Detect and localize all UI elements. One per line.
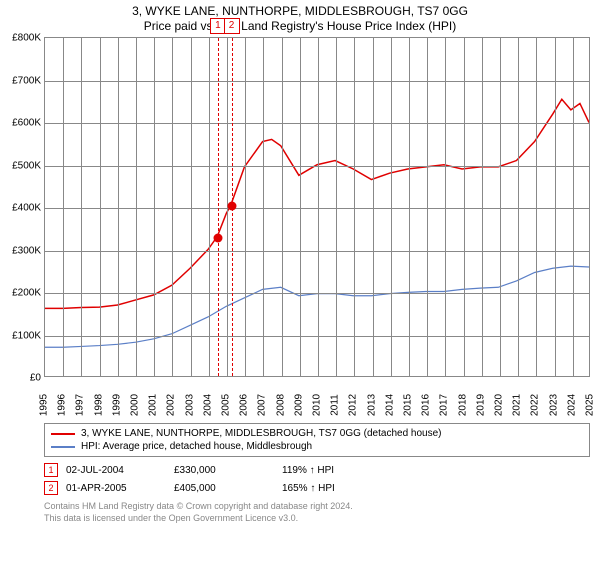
x-tick-label: 1999: [111, 394, 122, 416]
attribution: Contains HM Land Registry data © Crown c…: [44, 501, 590, 524]
x-tick-label: 2001: [148, 394, 159, 416]
x-tick-label: 1998: [93, 394, 104, 416]
series-line-price_paid: [45, 99, 589, 308]
x-tick-label: 2018: [457, 394, 468, 416]
chart-title-line2: Price paid vs. HM Land Registry's House …: [0, 19, 600, 33]
y-tick-label: £100K: [12, 330, 45, 341]
x-tick-label: 1997: [75, 394, 86, 416]
x-tick-label: 2021: [512, 394, 523, 416]
chart-title-line1: 3, WYKE LANE, NUNTHORPE, MIDDLESBROUGH, …: [0, 4, 600, 18]
x-tick-label: 2025: [585, 394, 596, 416]
annotation-pct: 119% ↑ HPI: [282, 465, 382, 476]
y-tick-label: £0: [30, 373, 45, 384]
x-tick-label: 1996: [57, 394, 68, 416]
x-tick-label: 2020: [494, 394, 505, 416]
attribution-line: This data is licensed under the Open Gov…: [44, 513, 590, 525]
y-tick-label: £600K: [12, 118, 45, 129]
x-tick-label: 2008: [275, 394, 286, 416]
y-tick-label: £800K: [12, 33, 45, 44]
x-tick-label: 2007: [257, 394, 268, 416]
annotation-date: 01-APR-2005: [66, 483, 166, 494]
x-tick-label: 1995: [39, 394, 50, 416]
legend-item: HPI: Average price, detached house, Midd…: [51, 440, 583, 453]
annotation-table: 1 02-JUL-2004 £330,000 119% ↑ HPI 2 01-A…: [44, 461, 590, 497]
x-tick-label: 2016: [421, 394, 432, 416]
y-tick-label: £700K: [12, 75, 45, 86]
y-tick-label: £200K: [12, 288, 45, 299]
x-tick-label: 2013: [366, 394, 377, 416]
x-tick-label: 2009: [293, 394, 304, 416]
attribution-line: Contains HM Land Registry data © Crown c…: [44, 501, 590, 513]
annotation-index-box: 1: [44, 463, 58, 477]
legend-label: HPI: Average price, detached house, Midd…: [81, 441, 312, 452]
x-tick-label: 2022: [530, 394, 541, 416]
x-tick-label: 2005: [221, 394, 232, 416]
x-tick-label: 2010: [312, 394, 323, 416]
chart-container: 3, WYKE LANE, NUNTHORPE, MIDDLESBROUGH, …: [0, 4, 600, 564]
annotation-pct: 165% ↑ HPI: [282, 483, 382, 494]
y-tick-label: £400K: [12, 203, 45, 214]
annotation-date: 02-JUL-2004: [66, 465, 166, 476]
y-tick-label: £300K: [12, 245, 45, 256]
x-tick-label: 2023: [548, 394, 559, 416]
annotation-marker-box: 2: [224, 18, 240, 34]
annotation-price: £330,000: [174, 465, 274, 476]
y-tick-label: £500K: [12, 160, 45, 171]
x-tick-label: 2000: [130, 394, 141, 416]
x-axis-labels: 1995199619971998199920002001200220032004…: [44, 377, 590, 417]
legend-label: 3, WYKE LANE, NUNTHORPE, MIDDLESBROUGH, …: [81, 428, 441, 439]
annotation-index-box: 2: [44, 481, 58, 495]
x-tick-label: 2015: [403, 394, 414, 416]
annotation-row: 2 01-APR-2005 £405,000 165% ↑ HPI: [44, 479, 590, 497]
x-tick-label: 2012: [348, 394, 359, 416]
data-marker: [213, 233, 222, 242]
legend-swatch: [51, 446, 75, 448]
x-tick-label: 2004: [202, 394, 213, 416]
x-tick-label: 2014: [384, 394, 395, 416]
x-tick-label: 2006: [239, 394, 250, 416]
x-tick-label: 2002: [166, 394, 177, 416]
x-tick-label: 2017: [439, 394, 450, 416]
x-tick-label: 2024: [566, 394, 577, 416]
legend-swatch: [51, 433, 75, 435]
plot-area: £0£100K£200K£300K£400K£500K£600K£700K£80…: [44, 37, 590, 377]
legend: 3, WYKE LANE, NUNTHORPE, MIDDLESBROUGH, …: [44, 423, 590, 457]
x-tick-label: 2019: [475, 394, 486, 416]
annotation-price: £405,000: [174, 483, 274, 494]
x-tick-label: 2011: [330, 394, 341, 416]
x-tick-label: 2003: [184, 394, 195, 416]
data-marker: [227, 201, 236, 210]
annotation-row: 1 02-JUL-2004 £330,000 119% ↑ HPI: [44, 461, 590, 479]
legend-item: 3, WYKE LANE, NUNTHORPE, MIDDLESBROUGH, …: [51, 427, 583, 440]
